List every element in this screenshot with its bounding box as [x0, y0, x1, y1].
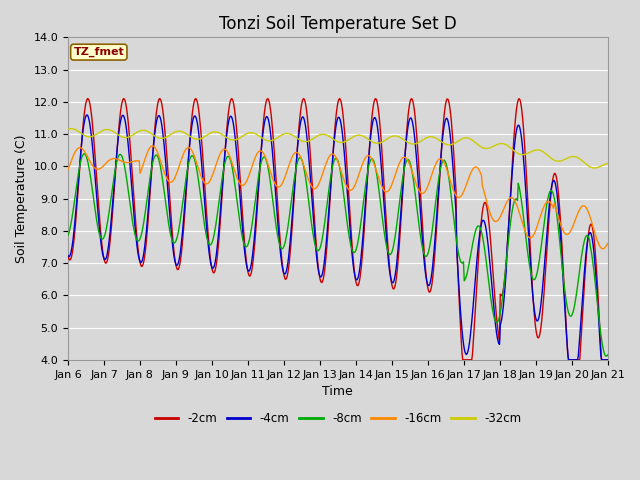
- Text: TZ_fmet: TZ_fmet: [74, 47, 124, 57]
- X-axis label: Time: Time: [323, 385, 353, 398]
- Y-axis label: Soil Temperature (C): Soil Temperature (C): [15, 134, 28, 263]
- Legend: -2cm, -4cm, -8cm, -16cm, -32cm: -2cm, -4cm, -8cm, -16cm, -32cm: [150, 408, 526, 430]
- Title: Tonzi Soil Temperature Set D: Tonzi Soil Temperature Set D: [219, 15, 457, 33]
